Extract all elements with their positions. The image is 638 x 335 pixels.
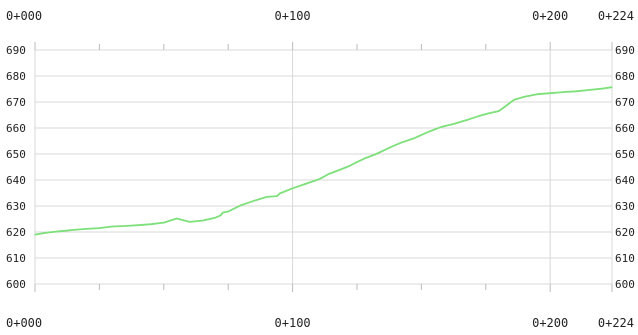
profile-point [150, 223, 152, 225]
grid [34, 49, 613, 285]
y-tick-label-right: 670 [615, 96, 635, 109]
y-tick-label-left: 630 [6, 200, 26, 213]
profile-point [487, 112, 489, 114]
y-tick-label-right: 660 [615, 122, 635, 135]
profile-point [124, 225, 126, 227]
y-tick-label-left: 690 [6, 44, 26, 57]
y-tick-label-right: 690 [615, 44, 635, 57]
y-tick-label-right: 600 [615, 278, 635, 291]
y-tick-label-right: 650 [615, 148, 635, 161]
y-tick-label-right: 640 [615, 174, 635, 187]
y-tick-label-left: 600 [6, 278, 26, 291]
profile-point [253, 200, 255, 202]
axis-labels: 600 600 610 610 620 620 630 630 640 640 650 650 660 6… [6, 9, 635, 330]
profile-point [400, 142, 402, 144]
y-tick-label-left: 650 [6, 148, 26, 161]
profile-point [292, 187, 294, 189]
series-layer [34, 86, 613, 236]
profile-point [240, 204, 242, 206]
y-tick-label-left: 620 [6, 226, 26, 239]
tick-marks [34, 42, 613, 292]
profile-point [266, 196, 268, 198]
x-tick-label-bottom: 0+224 [598, 316, 634, 330]
profile-point [588, 89, 590, 91]
profile-point [454, 123, 456, 125]
profile-point [467, 119, 469, 121]
x-tick-label-top: 0+224 [598, 9, 634, 23]
profile-point [338, 169, 340, 171]
profile-line [34, 86, 613, 236]
profile-point [428, 131, 430, 133]
y-tick-label-right: 680 [615, 70, 635, 83]
profile-point [328, 173, 330, 175]
profile-point [459, 121, 461, 123]
y-tick-label-left: 610 [6, 252, 26, 265]
profile-point [389, 146, 392, 148]
x-tick-label-bottom: 0+100 [275, 316, 311, 330]
profile-point [201, 220, 203, 222]
profile-point [317, 178, 319, 181]
x-tick-label-top: 0+000 [6, 9, 42, 23]
profile-point [611, 86, 613, 88]
profile-point [73, 229, 75, 231]
profile-point [413, 137, 415, 139]
y-tick-label-left: 680 [6, 70, 26, 83]
x-tick-label-bottom: 0+200 [532, 316, 568, 330]
profile-point [137, 224, 139, 226]
profile-point [34, 234, 36, 236]
profile-point [575, 90, 577, 92]
profile-point [513, 99, 515, 101]
profile-point [222, 211, 224, 214]
x-tick-label-bottom: 0+000 [6, 316, 42, 330]
profile-point [374, 153, 376, 156]
profile-point [276, 195, 278, 197]
profile-point [98, 227, 100, 229]
x-tick-label-top: 0+100 [275, 9, 311, 23]
profile-point [382, 150, 384, 152]
profile-point [562, 91, 564, 93]
profile-point [348, 165, 350, 167]
y-tick-label-right: 610 [615, 252, 635, 265]
y-tick-label-left: 670 [6, 96, 26, 109]
profile-point [523, 96, 526, 98]
profile-point [549, 92, 551, 94]
profile-point [163, 222, 165, 224]
profile-point [536, 93, 538, 95]
profile-point [189, 221, 191, 223]
profile-point [503, 106, 505, 109]
profile-point [364, 157, 366, 159]
profile-point [356, 161, 358, 163]
y-tick-label-left: 640 [6, 174, 26, 187]
profile-point [498, 110, 500, 112]
profile-point [219, 214, 222, 216]
profile-point [111, 225, 113, 228]
profile-point [227, 210, 229, 213]
profile-point [601, 88, 603, 90]
x-tick-label-top: 0+200 [532, 9, 568, 23]
y-tick-label-right: 630 [615, 200, 635, 213]
profile-point [304, 183, 307, 185]
profile-point [214, 217, 216, 219]
profile-point [47, 231, 49, 234]
y-tick-label-right: 620 [615, 226, 635, 239]
profile-point [477, 115, 479, 117]
profile-point [441, 126, 443, 128]
profile-point [322, 176, 325, 178]
y-tick-label-left: 660 [6, 122, 26, 135]
profile-point [60, 230, 62, 232]
profile-point [176, 217, 178, 220]
profile-point [85, 228, 88, 230]
profile-point [279, 192, 281, 195]
